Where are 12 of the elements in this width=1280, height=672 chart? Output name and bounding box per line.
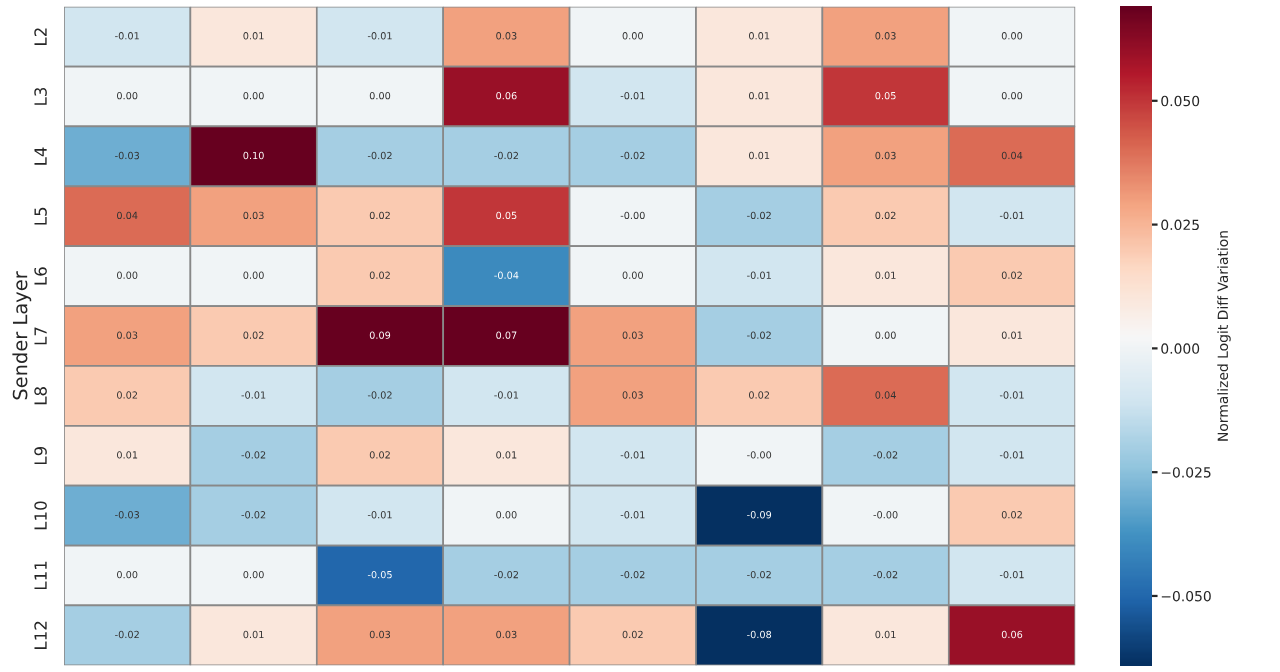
y-tick-label: L7 <box>34 327 47 345</box>
y-tick-label: L11 <box>34 561 47 590</box>
y-tick-label: L2 <box>34 28 47 45</box>
y-tick-label: L12 <box>34 621 47 649</box>
y-tick-label: L8 <box>34 387 47 405</box>
y-tick-label: L6 <box>34 267 47 285</box>
y-tick-label: L9 <box>34 446 47 465</box>
y-axis-title: Sender Layer <box>12 271 32 400</box>
y-tick-label: L3 <box>34 87 47 105</box>
y-tick-label: L5 <box>34 207 47 225</box>
y-tick-label: L4 <box>34 147 47 165</box>
y-tick-label: L10 <box>34 501 47 530</box>
